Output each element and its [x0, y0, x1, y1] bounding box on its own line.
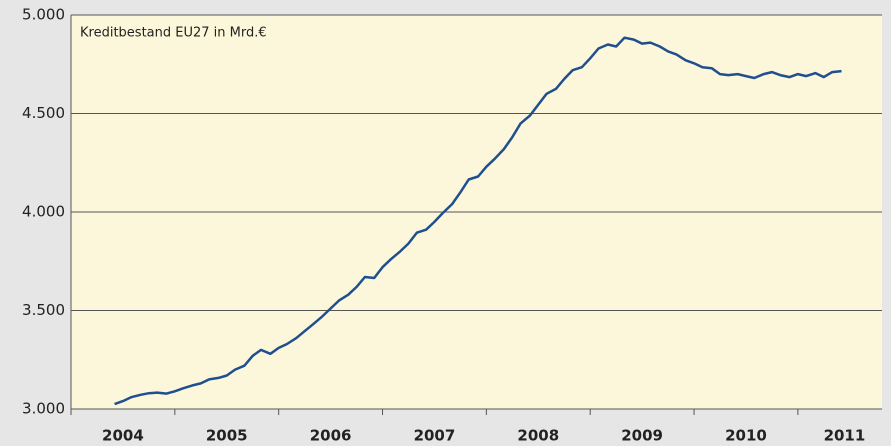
x-tick-label: 2004: [102, 427, 144, 445]
x-tick-label: 2006: [310, 427, 352, 445]
y-tick-label: 3.500: [22, 301, 65, 319]
x-tick-label: 2011: [824, 427, 866, 445]
data-line: [114, 36, 842, 406]
y-tick-label: 5.000: [22, 6, 65, 24]
y-tick-label: 4.000: [22, 203, 65, 221]
y-tick-label: 3.000: [22, 400, 65, 418]
x-tick-label: 2005: [206, 427, 248, 445]
title-box: [72, 20, 312, 46]
x-tick-label: 2010: [725, 427, 767, 445]
chart-title: Kreditbestand EU27 in Mrd.€: [80, 26, 267, 41]
x-tick-label: 2009: [621, 427, 663, 445]
y-tick-label: 4.500: [22, 104, 65, 122]
x-tick-label: 2008: [517, 427, 559, 445]
x-tick-label: 2007: [414, 427, 456, 445]
